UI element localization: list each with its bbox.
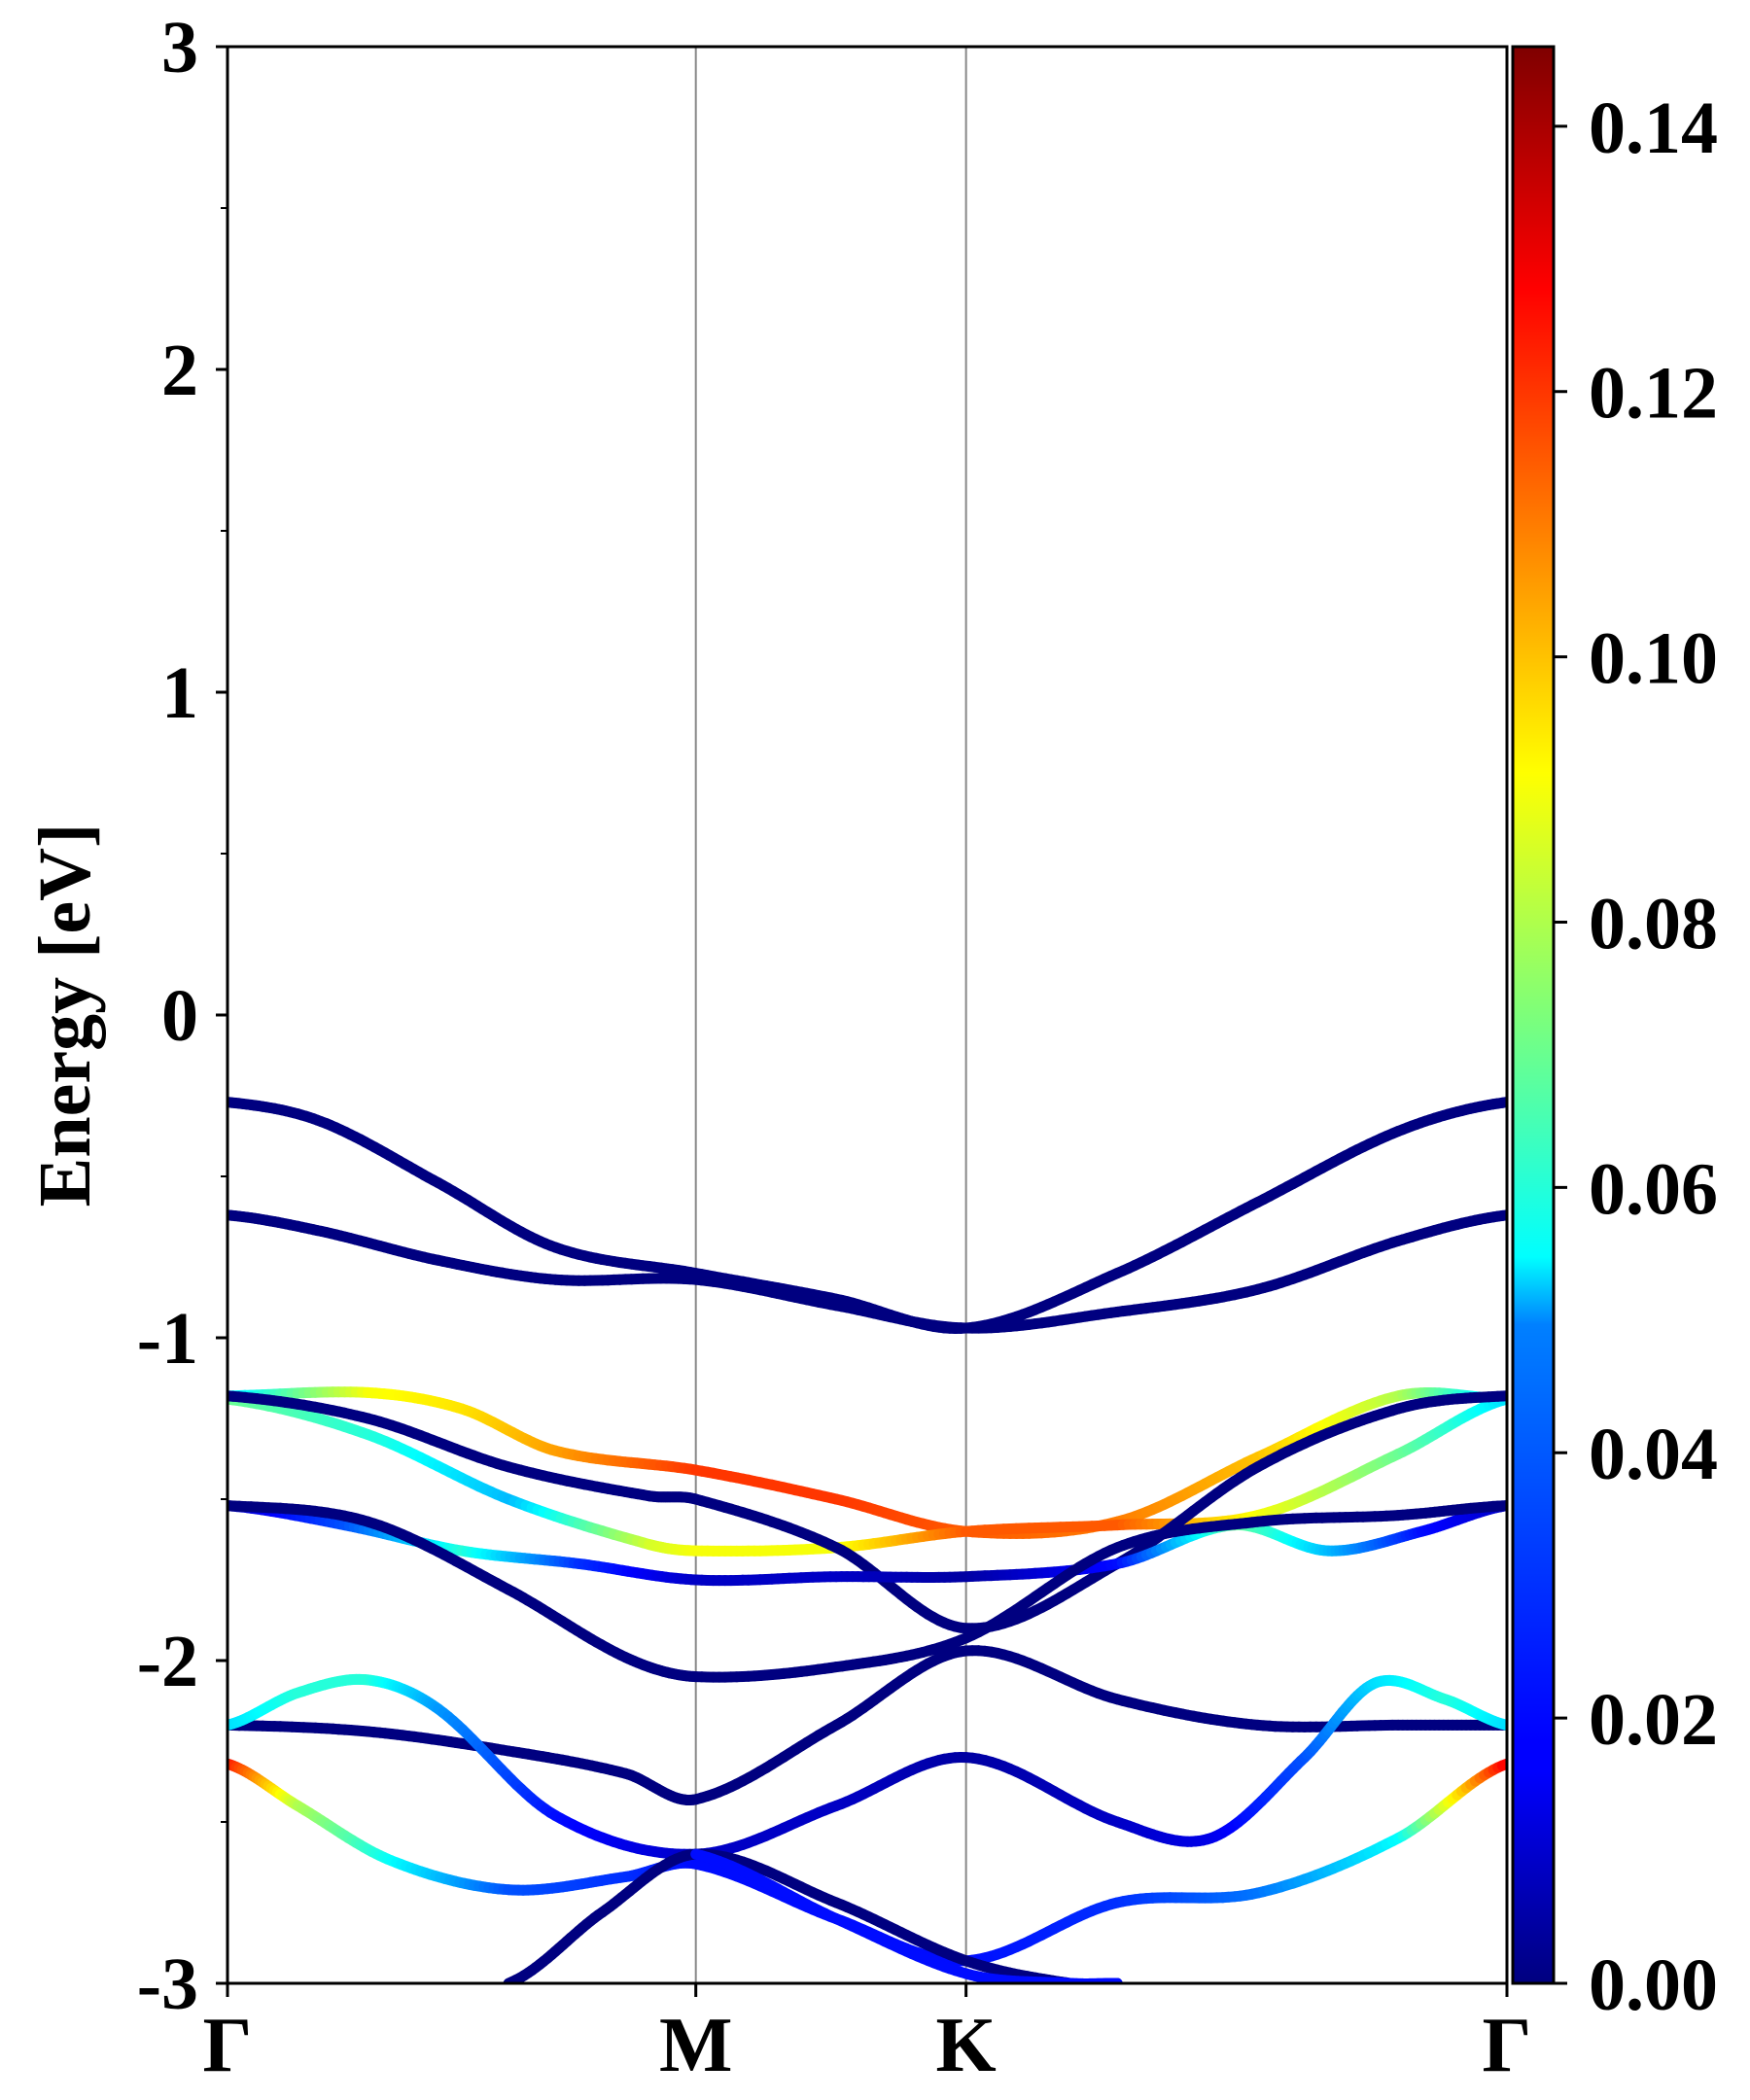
y-tick-label: 0 bbox=[161, 975, 198, 1057]
y-tick-label: 2 bbox=[161, 330, 198, 411]
y-tick-label: -1 bbox=[137, 1298, 198, 1380]
y-tick-label: -3 bbox=[137, 1943, 198, 2025]
y-axis: -3 -2 -1 0 1 2 3 bbox=[137, 7, 228, 2025]
y-tick-label: 3 bbox=[161, 7, 198, 88]
bands bbox=[228, 1097, 1507, 1983]
y-tick-label: 1 bbox=[161, 652, 198, 734]
band-line bbox=[228, 1209, 1507, 1334]
colorbar-tick-label: 0.08 bbox=[1589, 883, 1718, 964]
high-symmetry-lines bbox=[694, 47, 967, 1983]
colorbar-tick-label: 0.06 bbox=[1589, 1148, 1718, 1230]
colorbar-tick-label: 0.12 bbox=[1589, 353, 1718, 435]
colorbar-tick-label: 0.10 bbox=[1589, 618, 1718, 700]
colorbar-tick-label: 0.04 bbox=[1589, 1414, 1718, 1495]
colorbar-tick-label: 0.02 bbox=[1589, 1679, 1718, 1761]
kpoint-label: M bbox=[659, 2003, 733, 2088]
colorbar-tick-label: 0.14 bbox=[1589, 88, 1718, 169]
colorbar-ticks: 0.00 0.02 0.04 0.06 0.08 0.10 0.12 0.14 bbox=[1554, 88, 1718, 2026]
y-tick-label: -2 bbox=[137, 1621, 198, 1702]
colorbar-tick-label: 0.00 bbox=[1589, 1944, 1718, 2026]
band-line bbox=[690, 1848, 1123, 1983]
kpoint-label: Γ bbox=[203, 2003, 253, 2088]
kpoint-label: K bbox=[936, 2003, 997, 2088]
colorbar: 0.00 0.02 0.04 0.06 0.08 0.10 0.12 0.14 bbox=[1511, 45, 1718, 2026]
colorbar-gradient bbox=[1511, 45, 1556, 1985]
plot-area bbox=[226, 45, 1509, 1985]
kpoint-label: Γ bbox=[1483, 2003, 1532, 2088]
band-line bbox=[228, 1500, 1507, 1683]
y-axis-label: Energy [eV] bbox=[24, 823, 106, 1208]
